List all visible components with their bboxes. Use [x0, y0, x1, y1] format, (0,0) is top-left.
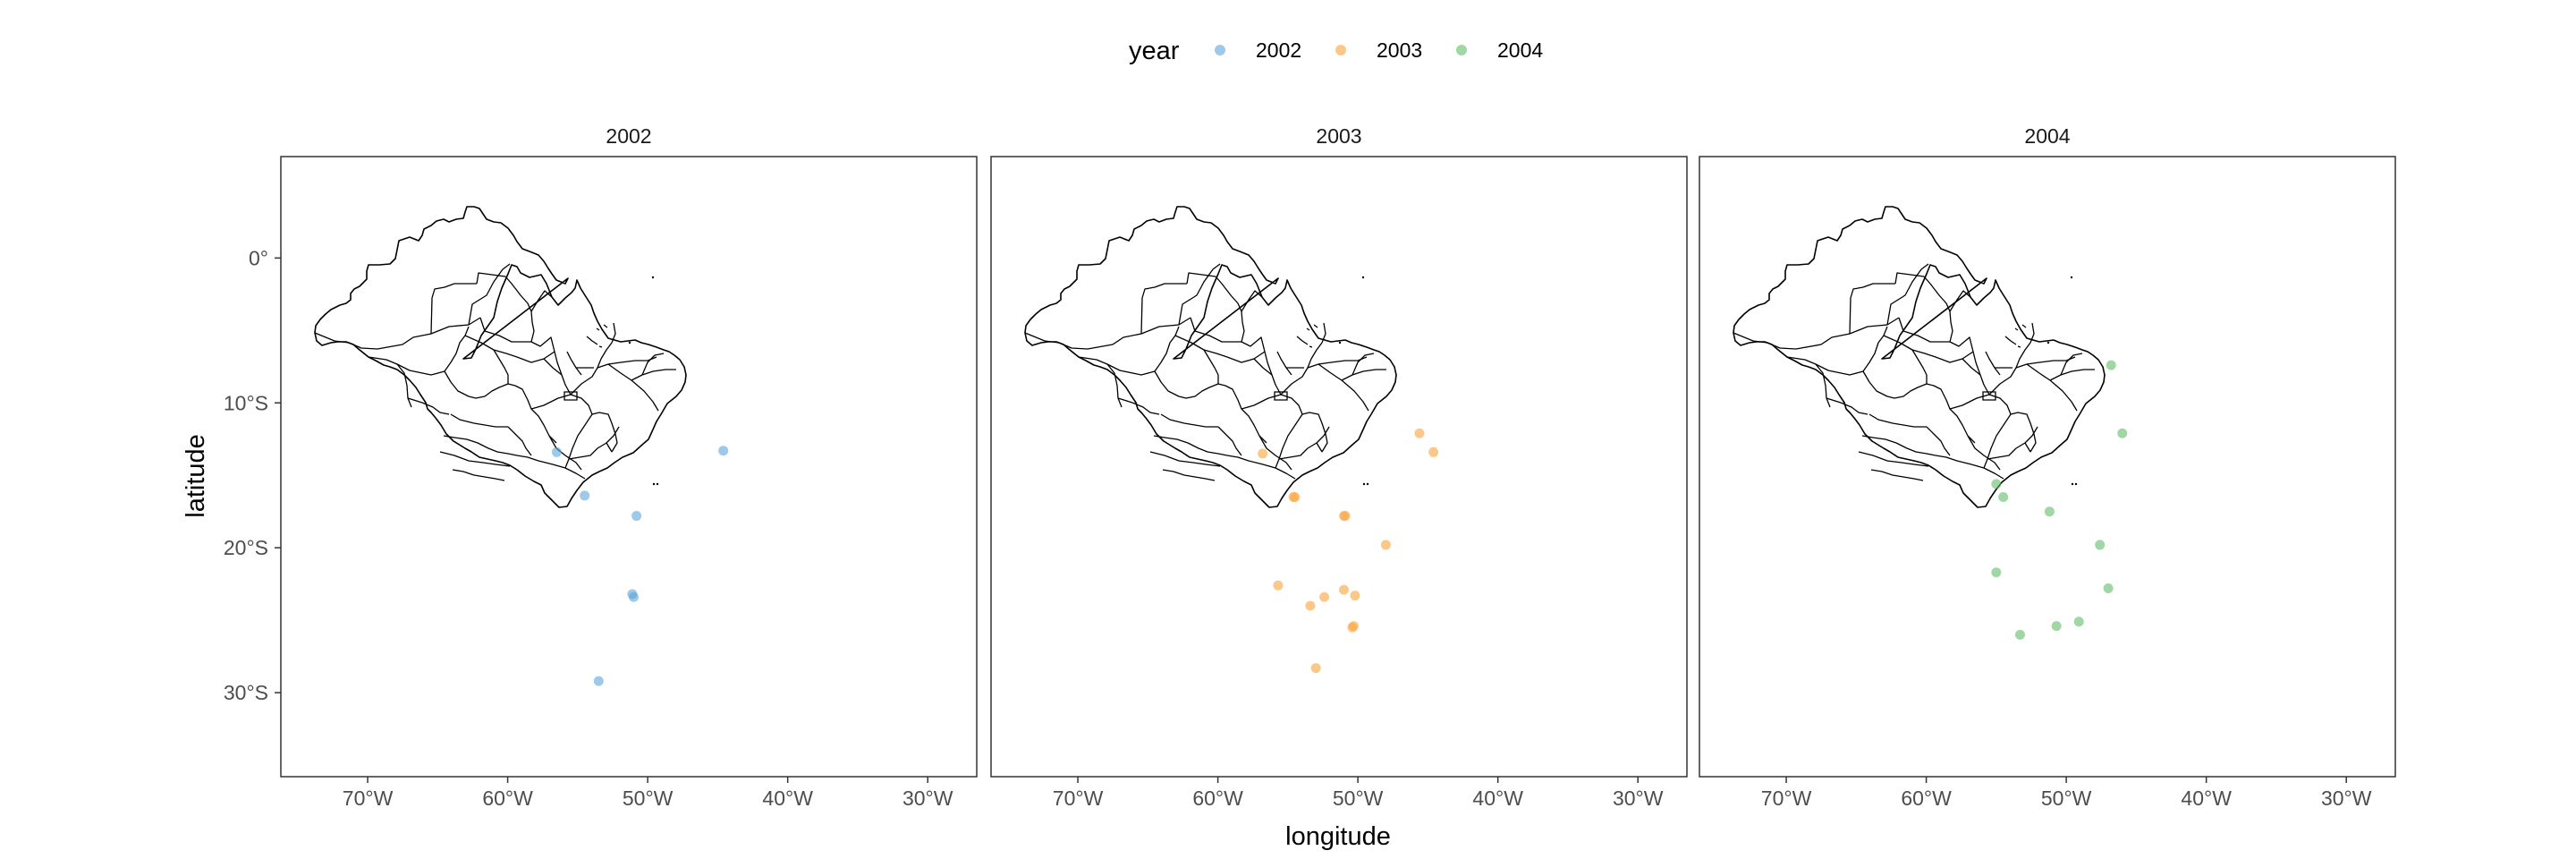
- data-point: [2117, 428, 2128, 438]
- y-tick-label: 20°S: [224, 536, 268, 559]
- x-axis-2004: 70°W 60°W 50°W 40°W 30°W: [1761, 777, 2372, 810]
- x-tick-label: 30°W: [1613, 787, 1664, 810]
- panel-2004: 2004: [1699, 124, 2396, 778]
- data-point: [1290, 492, 1301, 503]
- data-point: [1428, 447, 1439, 457]
- panel-frame: [990, 156, 1688, 778]
- data-point: [580, 490, 590, 501]
- data-point: [2051, 621, 2062, 632]
- legend-label: 2004: [1497, 38, 1543, 62]
- x-tick-label: 70°W: [1053, 787, 1104, 810]
- data-point: [1991, 567, 2002, 578]
- data-point: [631, 511, 642, 522]
- points-2003: [1258, 428, 1439, 674]
- x-tick-label: 70°W: [343, 787, 394, 810]
- data-point: [1350, 591, 1360, 601]
- data-point: [1310, 663, 1321, 674]
- data-point: [1414, 428, 1425, 438]
- x-axis-2003: 70°W 60°W 50°W 40°W 30°W: [1053, 777, 1664, 810]
- x-tick-label: 50°W: [2041, 787, 2092, 810]
- data-point: [628, 591, 639, 602]
- panel-title: 2004: [2024, 124, 2070, 148]
- data-point: [718, 446, 729, 456]
- x-tick-label: 60°W: [482, 787, 533, 810]
- data-point: [2103, 583, 2114, 594]
- legend-item-2003: 2003: [1335, 38, 1422, 62]
- data-point: [1273, 580, 1284, 591]
- y-axis: 0° 10°S 20°S 30°S: [224, 246, 281, 704]
- legend: year 2002 2003 2004: [1129, 37, 1543, 65]
- x-tick-label: 30°W: [2321, 787, 2372, 810]
- legend-label: 2002: [1256, 38, 1301, 62]
- data-point: [1347, 622, 1358, 633]
- data-point: [2095, 540, 2106, 550]
- panels: 2002 2003 2004: [280, 124, 2396, 778]
- legend-key: [1215, 45, 1225, 55]
- y-tick-label: 0°: [249, 246, 268, 269]
- data-point: [2073, 617, 2084, 627]
- data-point: [2014, 629, 2025, 640]
- x-tick-label: 70°W: [1761, 787, 1812, 810]
- points-2002: [551, 446, 729, 686]
- panel-title: 2003: [1316, 124, 1361, 148]
- legend-key: [1456, 45, 1467, 55]
- x-tick-label: 40°W: [762, 787, 813, 810]
- x-tick-label: 60°W: [1901, 787, 1952, 810]
- legend-label: 2003: [1377, 38, 1422, 62]
- x-tick-label: 50°W: [623, 787, 674, 810]
- data-point: [2106, 360, 2116, 370]
- y-axis-title: latitude: [182, 434, 210, 518]
- data-point: [1991, 479, 2002, 489]
- legend-item-2002: 2002: [1215, 38, 1301, 62]
- points-2004: [1991, 360, 2128, 640]
- x-tick-label: 30°W: [902, 787, 953, 810]
- x-axes: 70°W 60°W 50°W 40°W 30°W 70°W 60°W 50°W 40°W 30°W…: [343, 777, 2372, 810]
- legend-title: year: [1129, 37, 1180, 65]
- data-point: [551, 447, 562, 457]
- data-point: [1258, 448, 1268, 459]
- x-tick-label: 60°W: [1192, 787, 1243, 810]
- x-axis-title: longitude: [1285, 822, 1391, 851]
- data-point: [1998, 492, 2009, 503]
- data-point: [1319, 591, 1330, 602]
- x-axis-2002: 70°W 60°W 50°W 40°W 30°W: [343, 777, 953, 810]
- data-point: [1338, 584, 1349, 595]
- panel-2003: 2003: [990, 124, 1688, 778]
- legend-item-2004: 2004: [1456, 38, 1543, 62]
- panel-frame: [280, 156, 978, 778]
- panel-2002: 2002: [280, 124, 978, 778]
- x-tick-label: 50°W: [1333, 787, 1384, 810]
- y-tick-label: 30°S: [224, 681, 268, 704]
- x-tick-label: 40°W: [2181, 787, 2232, 810]
- data-point: [1380, 540, 1391, 550]
- panel-frame: [1699, 156, 2396, 778]
- panel-title: 2002: [606, 124, 651, 148]
- data-point: [1340, 511, 1351, 522]
- x-tick-label: 40°W: [1472, 787, 1523, 810]
- y-tick-label: 10°S: [224, 391, 268, 414]
- data-point: [1305, 600, 1316, 611]
- data-point: [2044, 506, 2055, 517]
- data-point: [593, 676, 604, 686]
- legend-key: [1335, 45, 1346, 55]
